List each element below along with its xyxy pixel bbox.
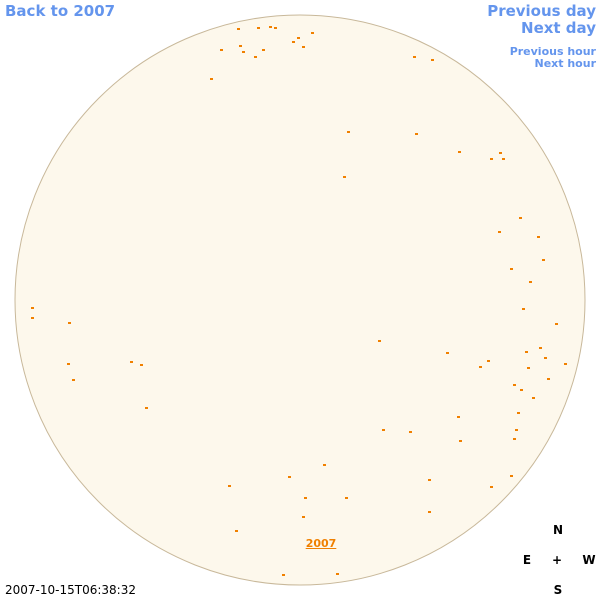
sunspot: [269, 26, 272, 28]
sunspot: [529, 281, 532, 283]
sunspot: [210, 78, 213, 80]
sunspot: [345, 497, 348, 499]
sunspot: [311, 32, 314, 34]
year-link[interactable]: 2007: [305, 537, 337, 550]
sunspot: [513, 384, 516, 386]
sunspot: [498, 231, 501, 233]
sunspot: [68, 322, 71, 324]
sunspot: [415, 133, 418, 135]
sunspot: [254, 56, 257, 58]
sunspot: [288, 476, 291, 478]
sunspot: [382, 429, 385, 431]
sunspot: [336, 573, 339, 575]
previous-hour-link[interactable]: Previous hour: [509, 45, 596, 58]
previous-day-link[interactable]: Previous day: [487, 2, 596, 20]
sunspot: [72, 379, 75, 381]
sunspot: [490, 158, 493, 160]
sunspot: [302, 46, 305, 48]
sun-disk: [14, 14, 586, 586]
sunspot: [228, 485, 231, 487]
sunspot: [490, 486, 493, 488]
sunspot: [459, 440, 462, 442]
compass-east: E: [522, 553, 532, 567]
sunspot: [510, 268, 513, 270]
sunspot: [522, 308, 525, 310]
sunspot: [220, 49, 223, 51]
sunspot: [564, 363, 567, 365]
compass-north: N: [552, 523, 564, 537]
sunspot: [413, 56, 416, 58]
sunspot: [297, 37, 300, 39]
sunspot: [519, 217, 522, 219]
sunspot: [446, 352, 449, 354]
sunspot: [527, 367, 530, 369]
sunspot: [31, 317, 34, 319]
next-day-link[interactable]: Next day: [521, 19, 596, 37]
sunspot: [237, 28, 240, 30]
sunspot: [513, 438, 516, 440]
sunspot: [547, 378, 550, 380]
sunspot: [525, 351, 528, 353]
sunspot: [428, 511, 431, 513]
sunspot: [520, 389, 523, 391]
sunspot: [282, 574, 285, 576]
timestamp: 2007-10-15T06:38:32: [5, 583, 136, 597]
sunspot: [235, 530, 238, 532]
back-link[interactable]: Back to 2007: [5, 2, 116, 20]
sunspot: [479, 366, 482, 368]
sunspot: [555, 323, 558, 325]
next-hour-link[interactable]: Next hour: [534, 57, 597, 70]
sunspot: [262, 49, 265, 51]
sunspot: [347, 131, 350, 133]
sunspot: [539, 347, 542, 349]
compass-west: W: [582, 553, 596, 567]
sunspot: [242, 51, 245, 53]
sunspot: [517, 412, 520, 414]
sunspot: [537, 236, 540, 238]
sunspot: [304, 497, 307, 499]
sunspot: [510, 475, 513, 477]
sunspot: [257, 27, 260, 29]
sunspot: [302, 516, 305, 518]
sunspot: [140, 364, 143, 366]
sunspot: [239, 45, 242, 47]
sunspot: [457, 416, 460, 418]
sunspot: [458, 151, 461, 153]
sunspot: [67, 363, 70, 365]
sunspot: [378, 340, 381, 342]
sunspot: [31, 307, 34, 309]
sunspot: [542, 259, 545, 261]
sunspot: [544, 357, 547, 359]
sunspot: [323, 464, 326, 466]
sunspot: [428, 479, 431, 481]
sunspot: [532, 397, 535, 399]
sunspot: [499, 152, 502, 154]
sunspot: [502, 158, 505, 160]
sunspot: [130, 361, 133, 363]
compass-center: +: [551, 553, 563, 567]
compass-south: S: [553, 583, 563, 597]
sunspot: [431, 59, 434, 61]
sunspot: [292, 41, 295, 43]
sunspot: [487, 360, 490, 362]
sunspot: [145, 407, 148, 409]
sunspot: [274, 27, 277, 29]
sunspot: [343, 176, 346, 178]
sunspot: [515, 429, 518, 431]
sunspot: [409, 431, 412, 433]
